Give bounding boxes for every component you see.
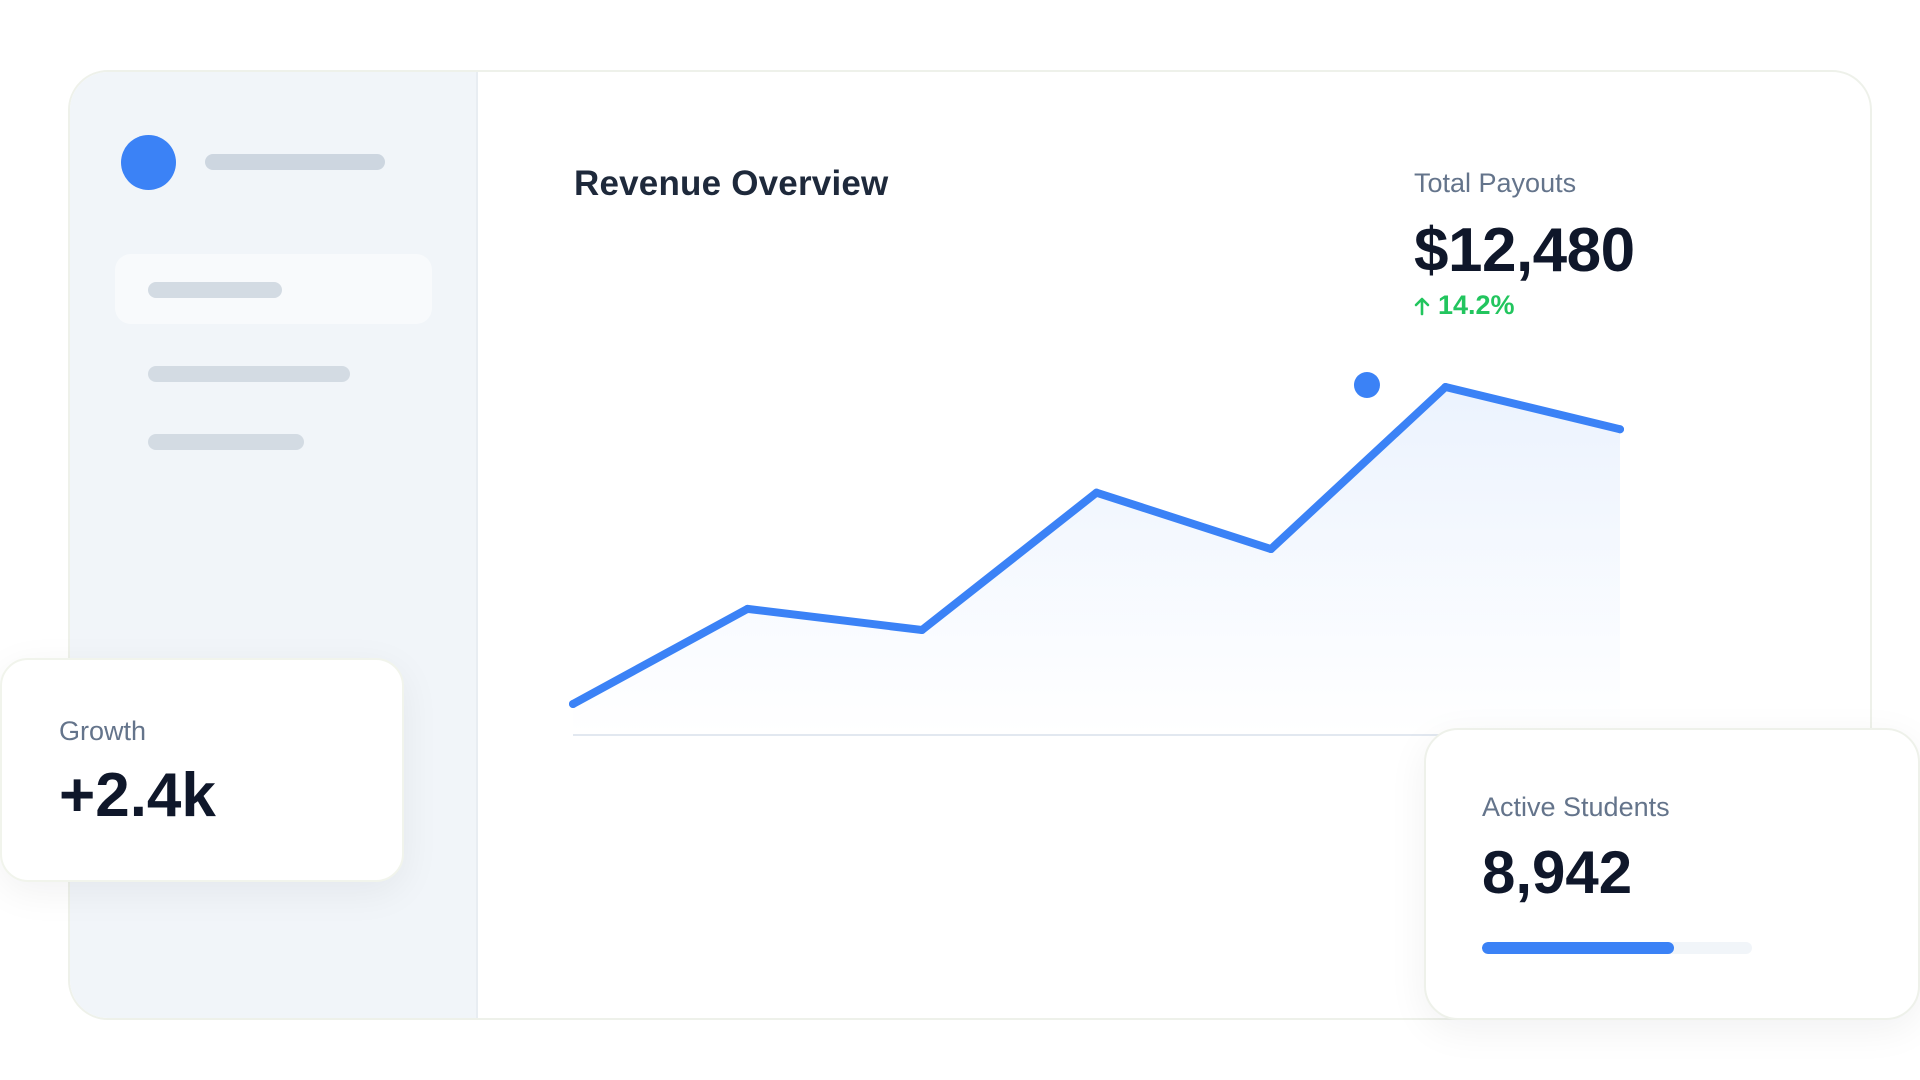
- active-students-label: Active Students: [1482, 792, 1670, 822]
- chart-point-5[interactable]: [1267, 545, 1275, 554]
- sidebar-item-placeholder-1[interactable]: [148, 282, 282, 298]
- chart-point-1[interactable]: [569, 700, 577, 708]
- total-payouts-delta: 14.2%: [1414, 290, 1635, 321]
- chart-area-fill: [573, 387, 1620, 735]
- revenue-line-chart: [569, 372, 1624, 736]
- avatar[interactable]: [121, 135, 176, 190]
- chart-point-2[interactable]: [743, 604, 752, 613]
- total-payouts-label: Total Payouts: [1414, 168, 1577, 198]
- total-payouts-value: $12,480: [1414, 216, 1635, 285]
- chart-highlight-dot[interactable]: [1353, 372, 1380, 398]
- chart-point-3[interactable]: [918, 626, 926, 635]
- sidebar-title-placeholder: [205, 154, 385, 170]
- delta-value: 14.2%: [1438, 290, 1515, 320]
- chart-layer: [569, 372, 1624, 736]
- active-students-card[interactable]: Active Students 8,942: [1424, 728, 1920, 1020]
- total-payouts-stat: Total Payouts $12,480 14.2%: [1414, 168, 1635, 321]
- chart-point-4[interactable]: [1092, 488, 1101, 497]
- main-panel: Revenue Overview Total Payouts $12,480 1…: [478, 72, 1870, 1018]
- growth-label: Growth: [59, 716, 147, 746]
- chart-point-7[interactable]: [1616, 425, 1624, 434]
- growth-card[interactable]: Growth +2.4k: [0, 658, 404, 882]
- active-students-progress-track: [1482, 942, 1752, 954]
- panel-title: Revenue Overview: [574, 164, 889, 203]
- active-students-value: 8,942: [1482, 839, 1633, 906]
- sidebar-item-placeholder-2[interactable]: [148, 366, 350, 382]
- chart-point-6[interactable]: [1441, 383, 1450, 391]
- arrow-up-icon: [1414, 297, 1430, 315]
- growth-value: +2.4k: [59, 761, 216, 830]
- sidebar-item-placeholder-3[interactable]: [148, 434, 304, 450]
- active-students-progress-fill: [1482, 942, 1674, 954]
